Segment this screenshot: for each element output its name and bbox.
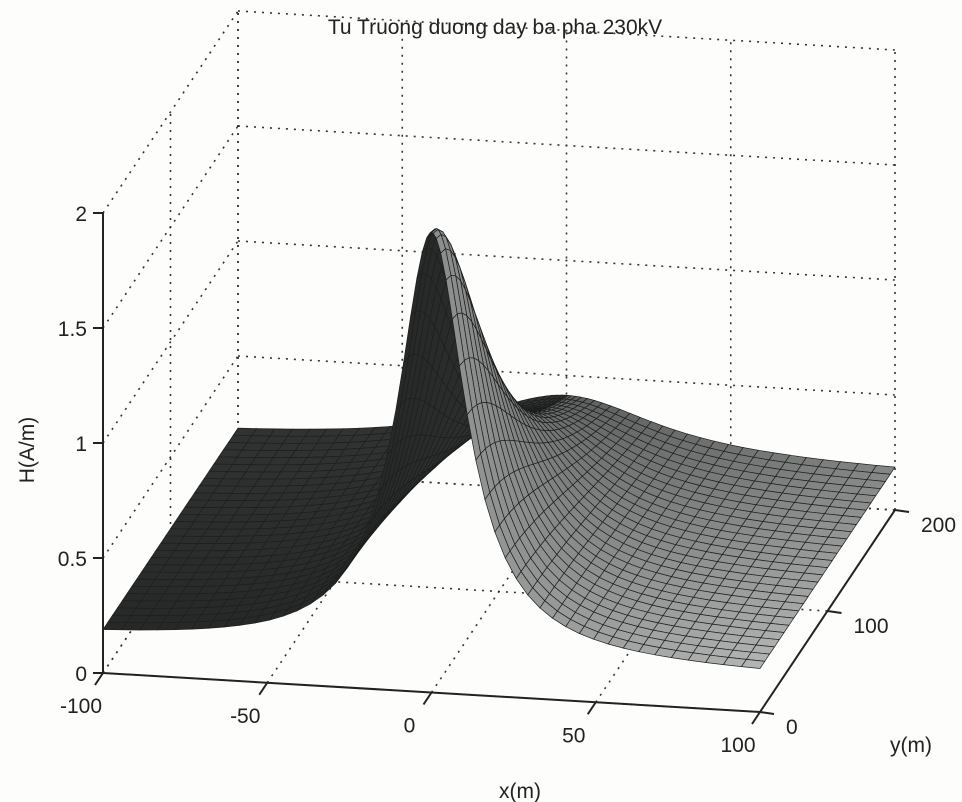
grid-line (237, 240, 896, 281)
x-tick-label: 100 (720, 734, 755, 757)
chart-title: Tu Truong duong day ba pha 230kV (328, 16, 662, 39)
x-tick-mark (422, 691, 433, 706)
z-tick-label: 1.5 (58, 318, 87, 341)
z-tick-label: 2 (75, 203, 87, 226)
y-tick-label: 0 (786, 716, 798, 739)
grid-line (170, 571, 828, 612)
z-axis-label: H(A/m) (16, 417, 39, 484)
x-tick-label: -100 (60, 695, 102, 718)
x-tick-mark (751, 711, 761, 725)
grid-line (102, 355, 239, 559)
y-tick-mark (894, 509, 910, 513)
z-tick-label: 0.5 (58, 548, 87, 571)
z-tick-label: 1 (75, 433, 87, 456)
x-tick-mark (94, 672, 104, 686)
z-tick-label: 0 (75, 663, 87, 686)
grid-line (102, 10, 239, 214)
x-tick-label: 0 (404, 715, 416, 738)
grid-line (237, 10, 896, 51)
x-tick-mark (586, 701, 597, 715)
x-tick-mark (258, 682, 269, 696)
grid-line (102, 240, 239, 444)
y-axis-label: y(m) (890, 734, 932, 757)
x-tick-label: -50 (230, 705, 260, 728)
tick-labels: 0 0.5 1 1.5 2 -100 -50 0 50 100 0 100 200 (58, 203, 956, 757)
x-axis-label: x(m) (499, 780, 541, 802)
grid-line (237, 355, 896, 396)
surface-mesh (102, 228, 896, 669)
surface-patch (430, 228, 439, 234)
y-tick-label: 200 (921, 514, 956, 537)
y-tick-mark (759, 711, 775, 715)
y-tick-label: 100 (854, 615, 889, 638)
y-tick-mark (827, 610, 842, 614)
x-tick-label: 50 (562, 724, 585, 747)
